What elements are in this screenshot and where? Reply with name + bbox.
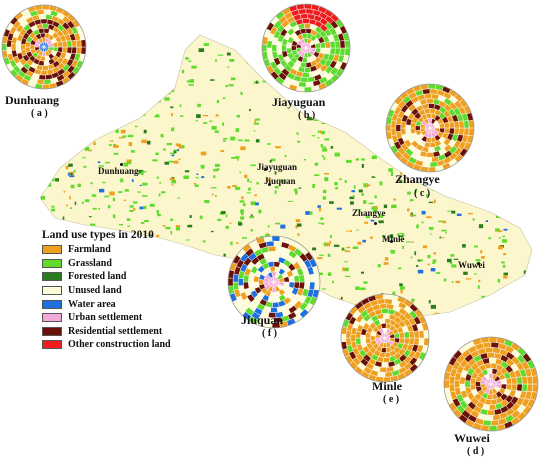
- panel-title-zhangye: Zhangye: [395, 172, 440, 186]
- legend-item: Other construction land: [42, 338, 232, 352]
- panel-tag-b: ( b ): [298, 110, 316, 121]
- city-dot-dunhuang: [120, 163, 123, 166]
- legend-swatch: [42, 258, 62, 268]
- panel-d: [443, 336, 539, 432]
- panel-title-jiayuguan: Jiayuguan: [272, 95, 326, 109]
- map-label-zhangye: Zhangye: [352, 208, 386, 218]
- panel-c: [385, 83, 475, 173]
- city-dot-zhangye: [374, 222, 377, 225]
- map-label-wuwei: Wuwei: [458, 260, 485, 270]
- panel-tag-f: ( f ): [262, 328, 277, 339]
- legend-swatch: [42, 286, 62, 296]
- legend-swatch: [42, 340, 62, 350]
- legend-item: Water area: [42, 297, 232, 311]
- panel-title-dunhuang: Dunhuang: [5, 93, 60, 107]
- city-dot-wuwei: [477, 262, 480, 265]
- legend-swatch: [42, 326, 62, 336]
- legend: Land use types in 2010 Farmland Grassland…: [42, 229, 232, 352]
- legend-title: Land use types in 2010: [42, 229, 154, 241]
- panel-title-wuwei: Wuwei: [454, 431, 490, 445]
- panel-tag-c: ( c ): [414, 188, 431, 199]
- panel-e: [340, 293, 430, 383]
- city-dot-minle: [390, 240, 393, 243]
- legend-item: Farmland: [42, 243, 232, 257]
- panel-a: [1, 4, 87, 90]
- legend-label: Urban settlement: [68, 312, 143, 324]
- legend-label: Other construction land: [68, 339, 171, 351]
- panel-title-jiuquan: Jiuquan: [241, 313, 284, 327]
- legend-item: Grassland: [42, 257, 232, 271]
- city-dot-jiayuguan: [264, 168, 267, 171]
- panel-b: [261, 3, 351, 93]
- legend-item: Unused land: [42, 284, 232, 298]
- legend-label: Farmland: [68, 244, 111, 256]
- legend-label: Residential settlement: [68, 325, 163, 337]
- legend-item: Forested land: [42, 270, 232, 284]
- panel-tag-e: ( e ): [383, 394, 400, 405]
- panel-f: [227, 235, 321, 329]
- city-dot-jiuquan: [268, 183, 271, 186]
- legend-label: Water area: [68, 298, 116, 310]
- map-label-minle: Minle: [382, 234, 405, 244]
- legend-swatch: [42, 299, 62, 309]
- legend-swatch: [42, 313, 62, 323]
- legend-label: Forested land: [68, 271, 127, 283]
- map-label-dunhuang: Dunhuang: [98, 166, 139, 176]
- legend-swatch: [42, 272, 62, 282]
- map-label-jiuquan: Jiuquan: [264, 176, 296, 186]
- map-label-jiayuguan: Jiayuguan: [257, 162, 298, 172]
- legend-label: Unused land: [68, 285, 122, 297]
- legend-item: Urban settlement: [42, 311, 232, 325]
- legend-swatch: [42, 245, 62, 255]
- legend-item: Residential settlement: [42, 325, 232, 339]
- panel-tag-a: ( a ): [31, 108, 48, 119]
- legend-label: Grassland: [68, 257, 112, 269]
- panel-tag-d: ( d ): [467, 446, 485, 457]
- panel-title-minle: Minle: [372, 379, 402, 393]
